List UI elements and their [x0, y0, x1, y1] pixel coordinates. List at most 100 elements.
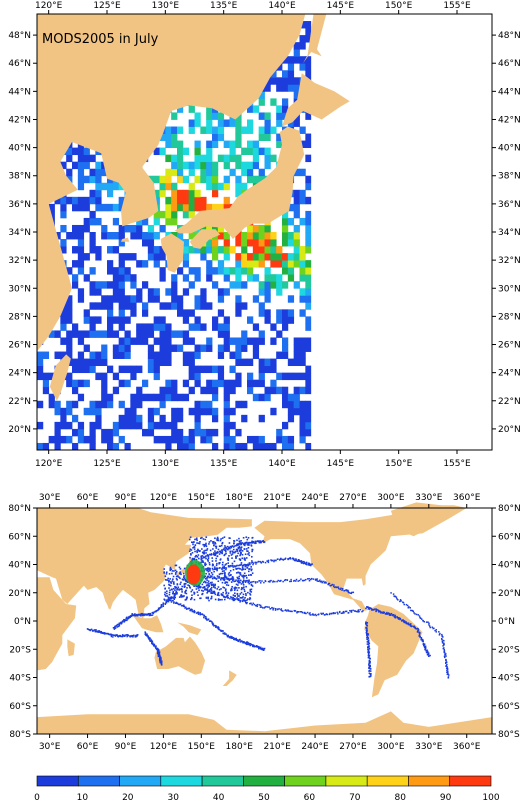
- obs-point: [223, 587, 226, 589]
- lon-label-top: 150°E: [385, 1, 413, 11]
- track-point: [148, 638, 150, 641]
- track-point: [337, 613, 339, 615]
- obs-point: [171, 570, 174, 572]
- obs-point: [247, 553, 249, 555]
- track-point: [403, 621, 405, 623]
- grid-cell: [293, 119, 300, 127]
- track-point: [374, 608, 376, 610]
- track-point: [403, 603, 405, 606]
- track-point: [350, 592, 353, 595]
- grid-cell: [194, 414, 201, 423]
- grid-cell: [200, 302, 207, 310]
- obs-point: [216, 539, 218, 542]
- track-point: [170, 597, 173, 600]
- grid-cell: [42, 372, 50, 381]
- grid-cell: [287, 260, 295, 268]
- grid-cell: [165, 435, 172, 444]
- track-point: [315, 578, 318, 581]
- grid-cell: [305, 70, 312, 78]
- grid-cell: [118, 260, 125, 268]
- obs-point: [211, 557, 214, 559]
- grid-cell: [252, 435, 260, 444]
- grid-cell: [66, 400, 73, 409]
- grid-cell: [282, 323, 289, 331]
- track-point: [303, 562, 306, 564]
- obs-point: [204, 580, 206, 583]
- track-point: [333, 584, 335, 586]
- track-point: [414, 613, 416, 615]
- grid-cell: [200, 203, 207, 212]
- grid-cell: [217, 372, 225, 381]
- obs-point: [221, 570, 224, 572]
- grid-cell: [305, 175, 312, 184]
- track-point: [247, 563, 249, 566]
- track-point: [243, 543, 245, 546]
- obs-point: [238, 587, 240, 589]
- lat-label-right: 26°N: [498, 341, 521, 351]
- track-point: [243, 641, 245, 643]
- grid-cell: [252, 323, 260, 331]
- grid-cell: [217, 351, 225, 359]
- grid-cell: [89, 210, 96, 219]
- obs-point: [249, 588, 252, 591]
- obs-point: [174, 586, 176, 588]
- track-point: [289, 610, 292, 613]
- grid-cell: [83, 224, 90, 233]
- grid-cell: [124, 414, 131, 423]
- grid-cell: [124, 267, 131, 275]
- grid-cell: [37, 372, 44, 381]
- track-point: [175, 593, 177, 595]
- track-point: [210, 575, 213, 578]
- grid-cell: [165, 442, 172, 451]
- grid-cell: [72, 323, 79, 331]
- track-point: [220, 577, 223, 580]
- track-point: [267, 560, 269, 563]
- obs-point: [242, 577, 245, 579]
- grid-cell: [89, 302, 96, 310]
- grid-cell: [305, 372, 312, 381]
- obs-point: [236, 589, 239, 592]
- grid-cell: [270, 126, 277, 134]
- obs-point: [221, 541, 224, 544]
- colorbar-label: 30: [167, 793, 179, 803]
- track-point: [431, 626, 434, 629]
- grid-cell: [282, 239, 289, 247]
- track-point: [334, 586, 337, 588]
- grid-cell: [247, 239, 254, 247]
- track-point: [243, 542, 246, 545]
- track-point: [187, 607, 189, 610]
- obs-point: [171, 572, 173, 575]
- track-point: [370, 607, 373, 610]
- grid-cell: [235, 379, 242, 388]
- grid-cell: [177, 344, 184, 352]
- track-point: [251, 581, 253, 583]
- track-point: [274, 608, 277, 610]
- grid-cell: [235, 295, 242, 303]
- obs-point: [240, 540, 242, 542]
- grid-cell: [305, 316, 312, 324]
- obs-point: [226, 545, 229, 548]
- grid-cell: [305, 344, 312, 352]
- track-point: [305, 562, 307, 565]
- grid-cell: [305, 323, 312, 331]
- track-point: [215, 578, 218, 580]
- grid-cell: [206, 168, 213, 177]
- obs-point: [248, 574, 250, 576]
- track-point: [214, 591, 216, 594]
- track-point: [324, 581, 327, 583]
- obs-point: [238, 545, 241, 548]
- track-point: [146, 634, 148, 637]
- obs-point: [223, 567, 225, 570]
- obs-point: [231, 557, 233, 559]
- global-observation-tracks: [86, 536, 450, 679]
- track-point: [227, 597, 229, 599]
- grid-cell: [89, 281, 96, 289]
- track-point: [300, 561, 302, 563]
- track-point: [207, 590, 209, 593]
- obs-point: [210, 571, 213, 574]
- track-point: [347, 612, 350, 614]
- obs-point: [231, 550, 233, 553]
- track-point: [165, 602, 168, 604]
- grid-cell: [305, 246, 312, 254]
- grid-cell: [212, 224, 219, 233]
